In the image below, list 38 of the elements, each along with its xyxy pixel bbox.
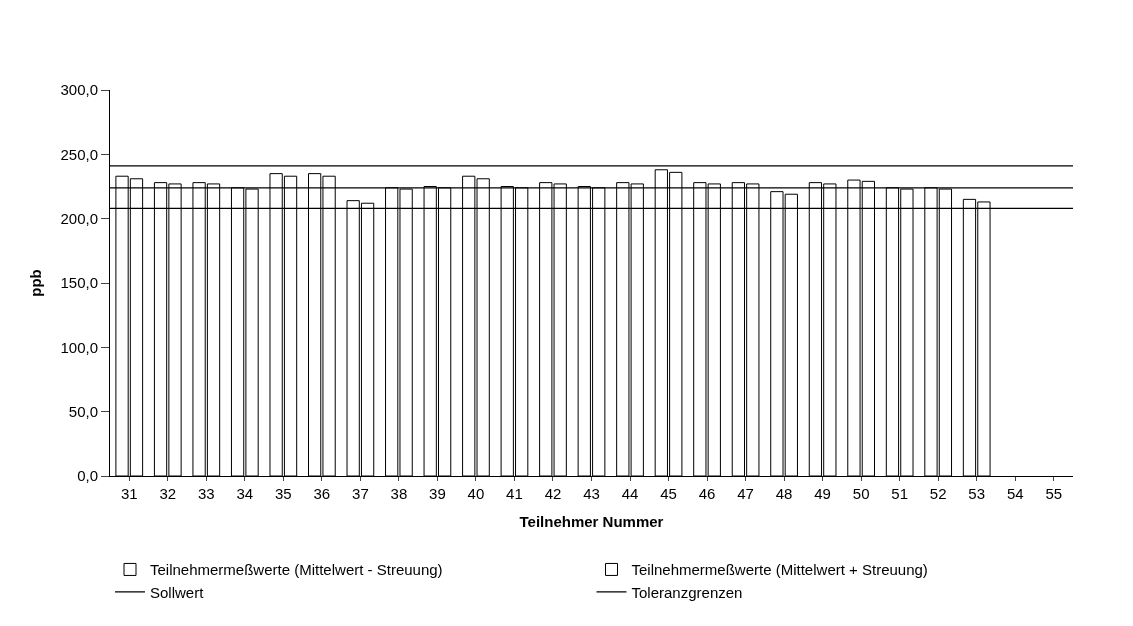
y-tick-label: 150,0 bbox=[60, 274, 98, 292]
y-tick-label: 100,0 bbox=[60, 338, 98, 356]
y-tick-label: 50,0 bbox=[68, 402, 98, 420]
x-tick-label: 40 bbox=[467, 485, 485, 502]
x-tick-label: 37 bbox=[352, 485, 369, 502]
x-tick-label: 48 bbox=[775, 485, 793, 502]
x-tick-label: 53 bbox=[968, 485, 986, 502]
y-tick-label: 0,0 bbox=[77, 467, 98, 485]
x-tick-label: 52 bbox=[929, 485, 947, 502]
y-tick-label: 300,0 bbox=[60, 81, 98, 99]
x-tick-label: 38 bbox=[390, 485, 408, 502]
x-tick-label: 47 bbox=[737, 485, 754, 502]
x-tick-label: 49 bbox=[814, 485, 831, 502]
x-tick-label: 45 bbox=[660, 485, 677, 502]
x-tick-label: 51 bbox=[891, 485, 908, 502]
x-tick-label: 36 bbox=[313, 485, 331, 502]
x-tick-label: 43 bbox=[583, 485, 600, 502]
x-tick-label: 50 bbox=[852, 485, 870, 502]
legend-label: Teilnehmermeßwerte (Mittelwert + Streuung) bbox=[631, 561, 928, 579]
x-tick-label: 31 bbox=[120, 485, 138, 502]
x-tick-label: 42 bbox=[544, 485, 562, 502]
y-tick-label: 200,0 bbox=[60, 209, 98, 227]
legend-label: Toleranzgrenzen bbox=[631, 583, 743, 601]
x-axis-title: Teilnehmer Nummer bbox=[519, 513, 664, 530]
x-tick-label: 39 bbox=[429, 485, 446, 502]
x-tick-label: 41 bbox=[506, 485, 523, 502]
x-tick-label: 34 bbox=[236, 485, 254, 502]
x-tick-label: 46 bbox=[698, 485, 716, 502]
x-tick-label: 35 bbox=[275, 485, 292, 502]
x-tick-label: 44 bbox=[621, 485, 639, 502]
x-tick-label: 32 bbox=[159, 485, 177, 502]
y-tick-label: 250,0 bbox=[60, 145, 98, 163]
y-axis-title: ppb bbox=[26, 269, 44, 297]
legend-label: Sollwert bbox=[150, 583, 205, 601]
x-tick-label: 55 bbox=[1045, 485, 1063, 502]
x-tick-label: 33 bbox=[197, 485, 215, 502]
legend-label: Teilnehmermeßwerte (Mittelwert - Streuung) bbox=[150, 561, 443, 579]
x-tick-label: 54 bbox=[1006, 485, 1024, 502]
